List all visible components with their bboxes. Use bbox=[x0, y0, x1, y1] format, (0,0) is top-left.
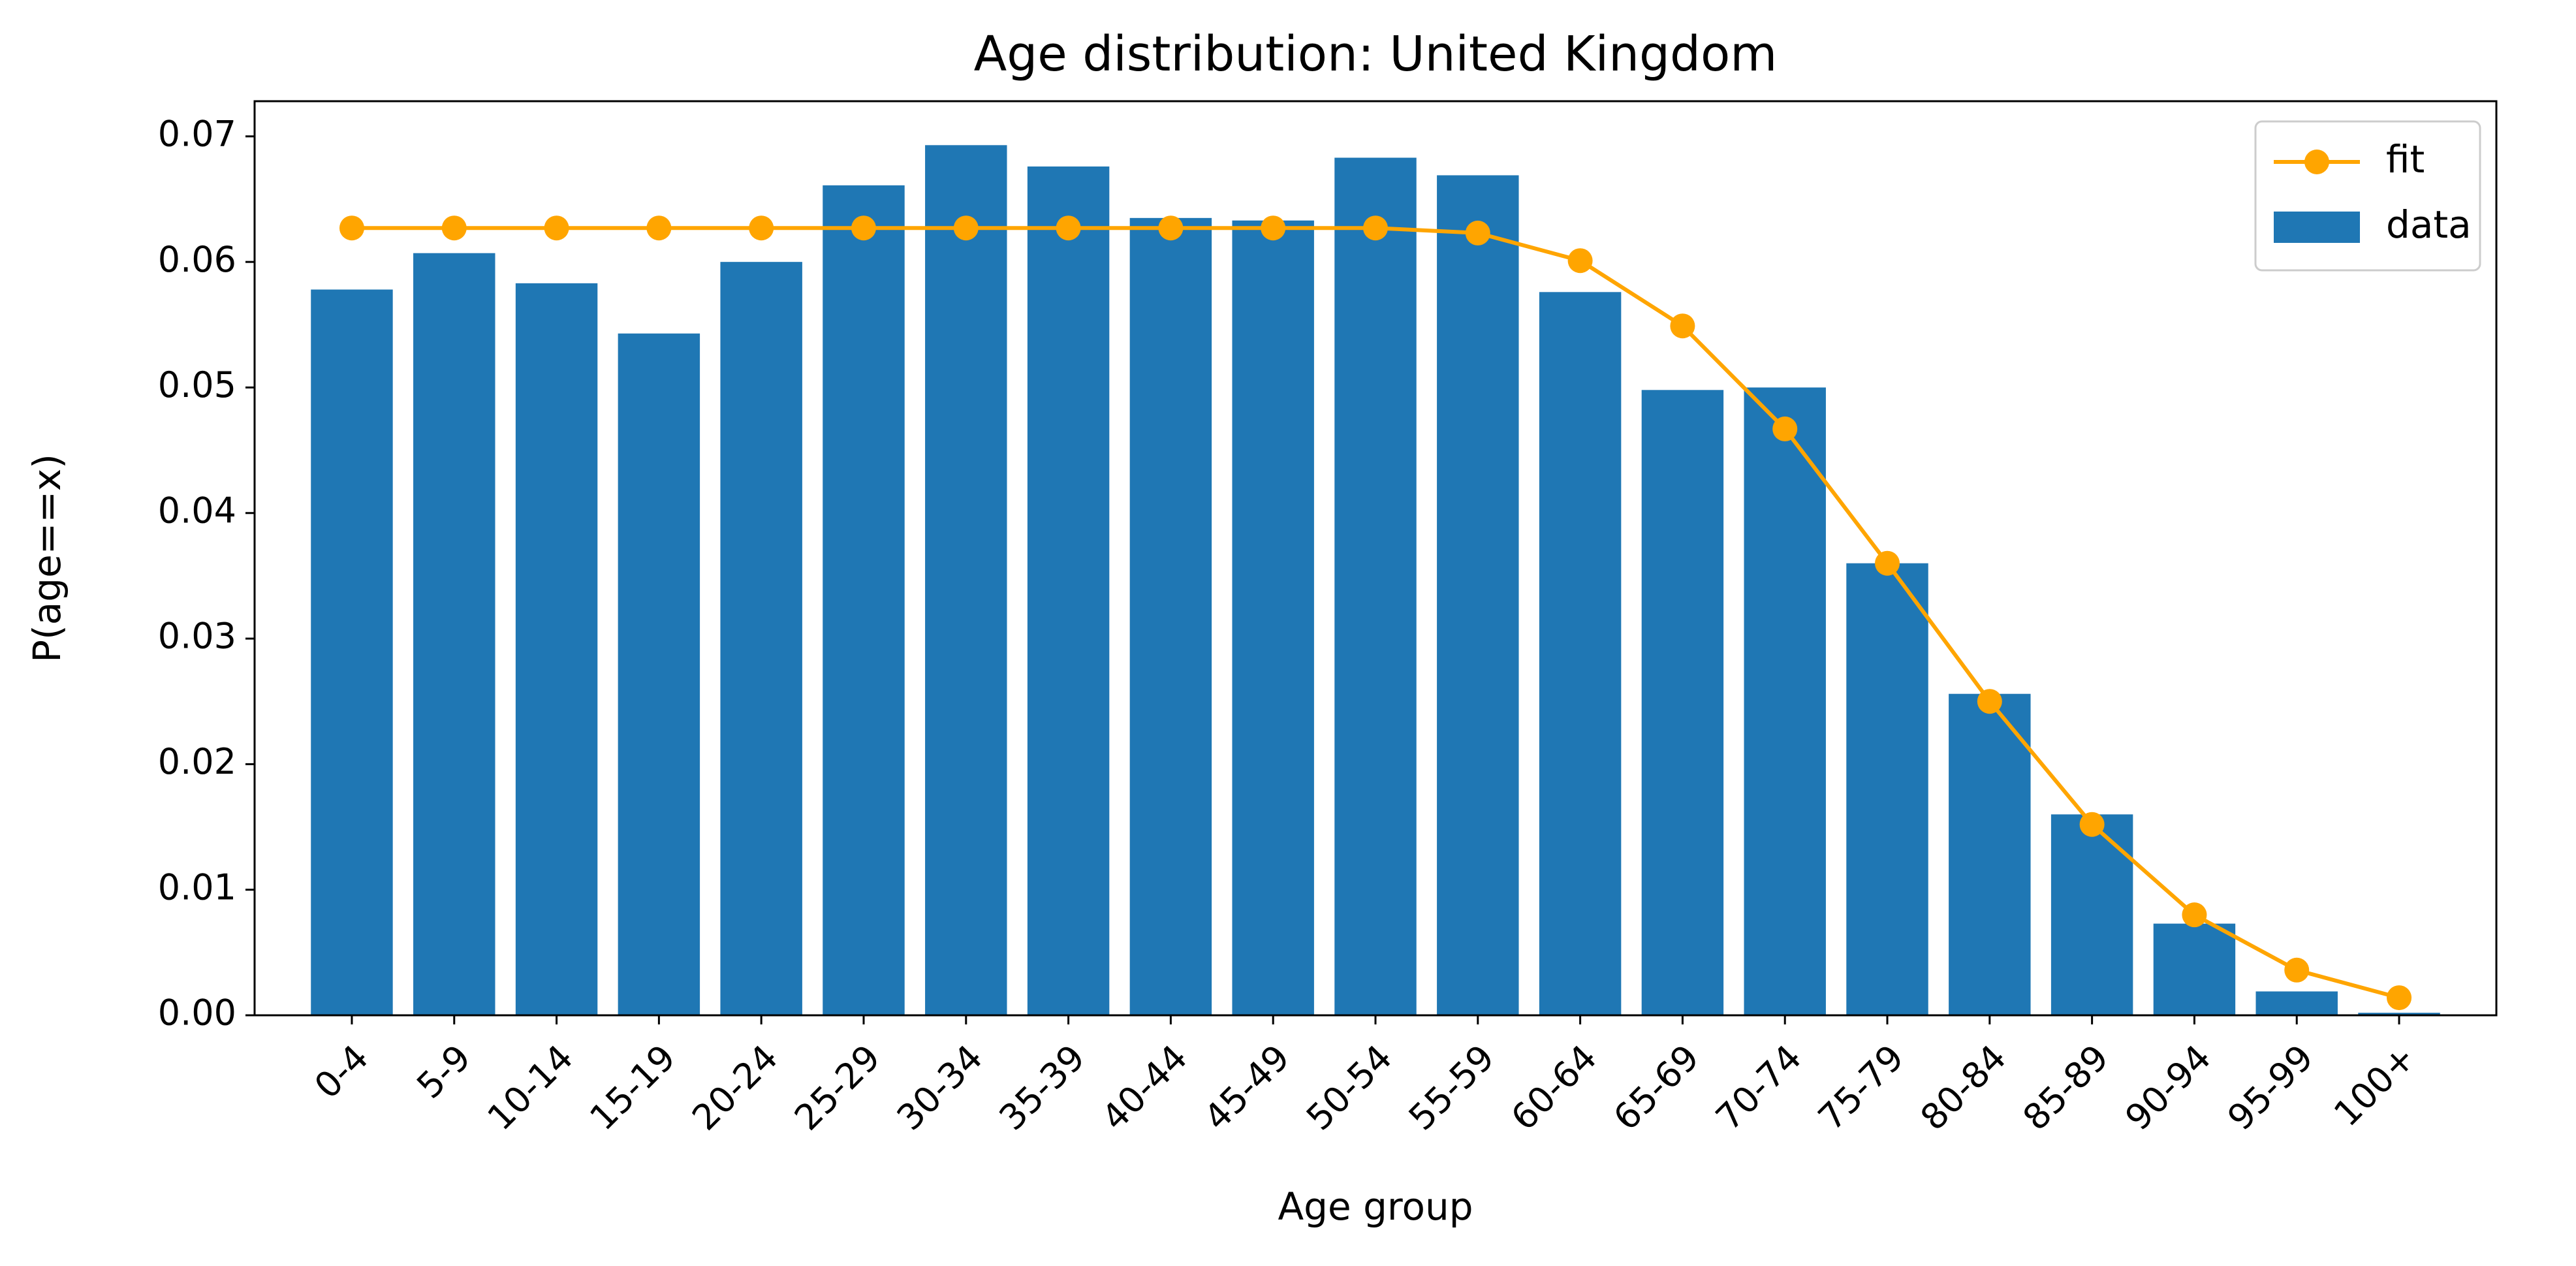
y-tick-label: 0.05 bbox=[158, 364, 236, 405]
fit-point-45-49 bbox=[1261, 215, 1286, 241]
legend: fit data bbox=[2254, 120, 2481, 272]
fit-point-55-59 bbox=[1465, 220, 1490, 245]
fit-point-25-29 bbox=[851, 215, 876, 241]
bar-40-44 bbox=[1129, 217, 1212, 1015]
fit-point-60-64 bbox=[1567, 248, 1593, 274]
y-tick-label: 0.03 bbox=[158, 616, 236, 657]
bar-15-19 bbox=[618, 333, 700, 1015]
fit-point-10-14 bbox=[544, 215, 569, 241]
bar-90-94 bbox=[2153, 923, 2236, 1015]
y-tick-label: 0.04 bbox=[158, 490, 236, 531]
y-tick-label: 0.02 bbox=[158, 741, 236, 782]
bar-20-24 bbox=[720, 262, 802, 1016]
bar-75-79 bbox=[1846, 563, 1928, 1015]
fit-point-90-94 bbox=[2182, 902, 2207, 928]
bar-55-59 bbox=[1437, 175, 1519, 1015]
fit-point-80-84 bbox=[1977, 689, 2002, 714]
fit-line-layer bbox=[339, 215, 2412, 1011]
x-axis-label: Age group bbox=[1278, 1184, 1473, 1229]
legend-fit-label: fit bbox=[2386, 137, 2425, 182]
legend-fit-marker-swatch bbox=[2304, 150, 2329, 174]
fit-point-40-44 bbox=[1158, 215, 1184, 241]
bar-10-14 bbox=[515, 283, 598, 1015]
y-axis: 0.00 0.01 0.02 0.03 0.04 0.05 0.06 0.07 bbox=[158, 113, 255, 1034]
bar-80-84 bbox=[1949, 693, 2031, 1015]
bar-5-9 bbox=[413, 253, 495, 1015]
fit-point-70-74 bbox=[1772, 416, 1798, 441]
legend-data-label: data bbox=[2386, 202, 2472, 247]
y-tick-label: 0.06 bbox=[158, 239, 236, 280]
y-axis-label: P(age==x) bbox=[25, 454, 69, 663]
bars-layer bbox=[311, 145, 2440, 1016]
fit-point-65-69 bbox=[1670, 313, 1695, 339]
fit-point-50-54 bbox=[1363, 215, 1388, 241]
y-tick-label: 0.01 bbox=[158, 866, 236, 908]
bar-45-49 bbox=[1232, 220, 1314, 1015]
bar-30-34 bbox=[925, 145, 1007, 1015]
fit-point-95-99 bbox=[2284, 957, 2310, 983]
bar-100+ bbox=[2358, 1013, 2440, 1015]
fit-point-35-39 bbox=[1056, 215, 1081, 241]
fit-point-100+ bbox=[2387, 985, 2412, 1011]
legend-data-swatch bbox=[2274, 212, 2360, 243]
bar-85-89 bbox=[2050, 814, 2133, 1015]
bar-60-64 bbox=[1539, 292, 1622, 1016]
bar-65-69 bbox=[1641, 390, 1724, 1015]
bar-95-99 bbox=[2255, 991, 2338, 1015]
y-tick-label: 0.07 bbox=[158, 113, 236, 154]
legend-box bbox=[2254, 120, 2481, 272]
bar-70-74 bbox=[1744, 387, 1826, 1015]
fit-point-5-9 bbox=[441, 215, 467, 241]
fit-point-85-89 bbox=[2079, 812, 2105, 837]
bar-35-39 bbox=[1027, 166, 1110, 1015]
bar-25-29 bbox=[823, 185, 905, 1015]
fit-point-75-79 bbox=[1875, 550, 1900, 576]
fit-point-20-24 bbox=[749, 215, 774, 241]
bar-0-4 bbox=[311, 289, 393, 1015]
fit-point-15-19 bbox=[646, 215, 672, 241]
chart-title: Age distribution: United Kingdom bbox=[974, 26, 1778, 82]
fit-point-30-34 bbox=[953, 215, 979, 241]
bar-50-54 bbox=[1334, 157, 1417, 1016]
y-tick-label: 0.00 bbox=[158, 992, 236, 1034]
fit-point-0-4 bbox=[339, 215, 364, 241]
